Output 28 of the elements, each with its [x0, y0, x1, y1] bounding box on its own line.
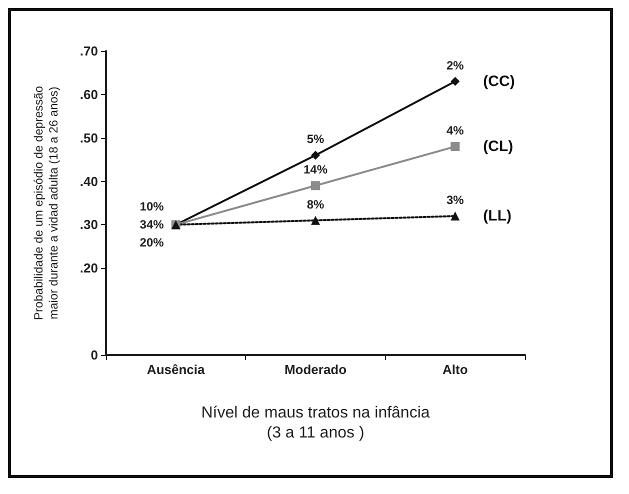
series-label: (CL) — [483, 138, 514, 156]
y-tick-label: .70 — [80, 44, 98, 58]
y-tick-label: .20 — [80, 260, 98, 276]
point — [450, 76, 460, 86]
y-tick-label: .50 — [80, 130, 98, 146]
x-tick-label: Alto — [442, 362, 468, 377]
annotation: 3% — [446, 193, 464, 208]
annotation: 5% — [306, 132, 324, 146]
y-tick-label: .30 — [80, 217, 98, 232]
point — [450, 142, 460, 152]
series-label: (LL) — [483, 208, 512, 225]
series-label: (CC) — [483, 72, 515, 90]
annotation: 14% — [303, 162, 328, 177]
x-tick-label: Ausência — [146, 362, 206, 377]
x-axis-title: Nível de maus tratos na infância (3 a 11 anos ) — [201, 404, 430, 442]
y-tick-label: 0 — [90, 348, 98, 362]
annotation: 34% — [140, 218, 164, 232]
y-axis-title: Probabilidade de um episódio de depressão maior durante a vidad adulta (18 a 26 anos) — [32, 86, 60, 320]
x-tick-label: Moderado — [284, 362, 347, 377]
annotation: 2% — [446, 58, 464, 72]
point — [311, 150, 320, 160]
annotation: 20% — [140, 236, 164, 250]
y-tick-label: .40 — [80, 174, 98, 189]
y-tick-label: .60 — [80, 86, 98, 102]
annotation: 8% — [306, 197, 324, 212]
annotation: 10% — [140, 200, 164, 214]
annotation: 4% — [446, 124, 464, 138]
point — [311, 181, 320, 190]
